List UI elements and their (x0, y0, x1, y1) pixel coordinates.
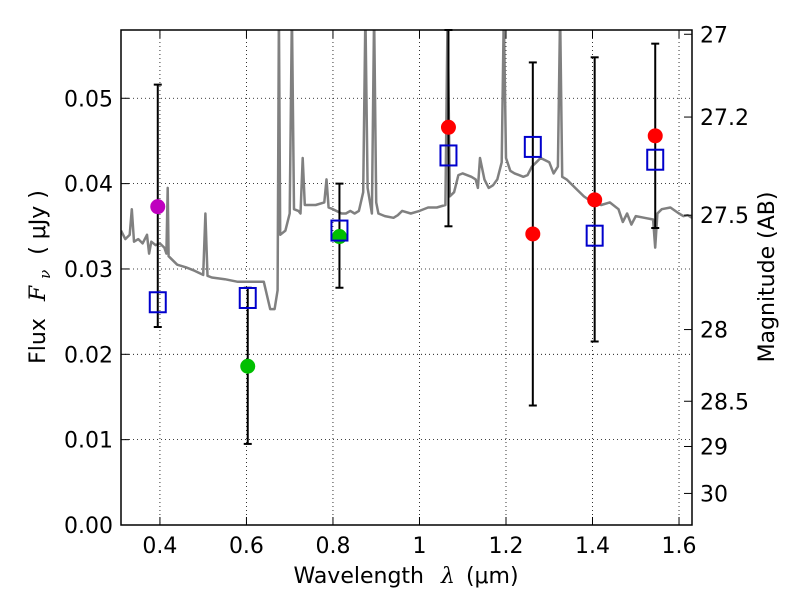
right-tick-label: 28.5 (700, 390, 749, 415)
ticks: 0.4 0.6 0.8 1 1.2 1.4 1.6 0.00 0.01 0.02 0.03 0.04 0… (64, 23, 749, 559)
x-axis-label-unit: (μm) (466, 564, 519, 589)
y-tick-label: 0.01 (64, 429, 113, 454)
x-tick-label: 1.6 (662, 534, 697, 559)
right-tick-label: 29 (700, 435, 728, 460)
square-marker (238, 286, 257, 309)
circle-marker-purple (150, 199, 166, 215)
y-axis-label-unit: ( μJy ) (26, 190, 51, 255)
circle-marker-red (587, 192, 603, 208)
x-tick-label: 0.4 (142, 534, 177, 559)
right-tick-label: 27 (700, 23, 728, 48)
y-tick-label: 0.04 (64, 173, 113, 198)
plot-frame (120, 29, 693, 526)
circle-marker-green (331, 229, 347, 245)
circle-marker-green (240, 358, 256, 374)
y-tick-label: 0.02 (64, 343, 113, 368)
y-tick-label: 0.05 (64, 87, 113, 112)
circle-marker-red (647, 128, 663, 144)
right-tick-label: 27.2 (700, 106, 749, 131)
circle-marker-red (440, 119, 456, 135)
square-marker-layer (148, 135, 665, 314)
x-tick-label: 1.2 (488, 534, 523, 559)
x-axis-label: Wavelength λ (μm) (293, 564, 518, 589)
square-marker (330, 219, 349, 242)
right-axis-label: Magnitude (AB) (755, 192, 780, 363)
circle-marker-red (525, 226, 541, 242)
plot-background (121, 30, 692, 525)
y-axis-label: Flux F ν ( μJy ) (26, 190, 56, 364)
square-marker (646, 148, 665, 171)
x-tick-label: 1 (412, 534, 426, 559)
square-marker (585, 224, 604, 247)
model-spectrum-line (121, 30, 692, 311)
right-tick-label: 30 (700, 482, 728, 507)
square-marker (148, 291, 167, 314)
x-tick-label: 1.4 (575, 534, 610, 559)
y-axis-label-subscript: ν (36, 270, 54, 279)
right-tick-label: 28 (700, 319, 728, 344)
square-marker (439, 144, 458, 167)
y-axis-label-main: Flux (26, 318, 51, 364)
y-tick-label: 0.00 (64, 514, 113, 539)
right-tick-label: 27.5 (700, 204, 749, 229)
x-tick-label: 0.8 (315, 534, 350, 559)
square-marker (523, 135, 542, 158)
x-tick-label: 0.6 (229, 534, 264, 559)
x-axis-label-symbol: λ (440, 564, 455, 589)
y-axis-label-symbol: F (26, 285, 51, 302)
grid (121, 30, 692, 525)
y-tick-label: 0.03 (64, 258, 113, 283)
x-axis-label-main: Wavelength (293, 564, 424, 589)
model-spectrum-layer (121, 30, 692, 311)
